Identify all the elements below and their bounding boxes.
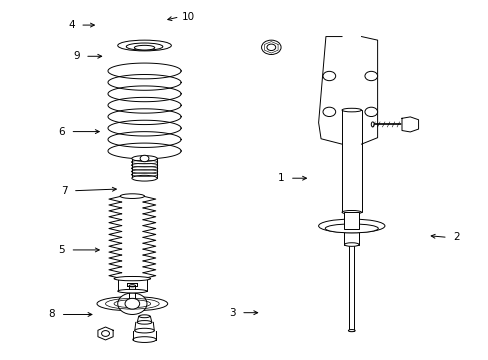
Bar	[344, 212, 358, 229]
Ellipse shape	[134, 45, 155, 50]
Ellipse shape	[114, 276, 150, 281]
Circle shape	[261, 40, 281, 54]
Ellipse shape	[129, 285, 135, 287]
Circle shape	[118, 293, 147, 315]
Circle shape	[266, 44, 275, 50]
Ellipse shape	[341, 108, 361, 112]
Bar	[341, 110, 361, 212]
Polygon shape	[98, 327, 113, 340]
Polygon shape	[401, 117, 418, 132]
Circle shape	[125, 298, 140, 309]
Ellipse shape	[118, 289, 147, 293]
Ellipse shape	[132, 156, 157, 161]
Circle shape	[364, 107, 377, 117]
Circle shape	[364, 71, 377, 81]
Ellipse shape	[126, 43, 163, 50]
Ellipse shape	[344, 243, 358, 246]
Circle shape	[323, 71, 335, 81]
Text: 2: 2	[452, 232, 459, 242]
Ellipse shape	[370, 122, 373, 127]
Ellipse shape	[347, 329, 354, 332]
Circle shape	[140, 155, 149, 162]
Ellipse shape	[118, 40, 171, 51]
Text: 3: 3	[228, 308, 235, 318]
Circle shape	[323, 107, 335, 117]
Ellipse shape	[344, 228, 358, 231]
Text: 1: 1	[277, 173, 284, 183]
Ellipse shape	[318, 219, 384, 233]
Ellipse shape	[139, 315, 150, 318]
Ellipse shape	[120, 194, 144, 198]
Bar	[348, 244, 353, 330]
Ellipse shape	[341, 211, 361, 214]
Ellipse shape	[137, 320, 152, 324]
Text: 5: 5	[58, 245, 65, 255]
Text: 7: 7	[61, 186, 67, 196]
Text: 4: 4	[68, 20, 75, 30]
Polygon shape	[361, 37, 377, 144]
Bar	[344, 229, 358, 244]
Ellipse shape	[325, 224, 378, 233]
Text: 10: 10	[182, 12, 195, 22]
Ellipse shape	[133, 337, 156, 342]
Ellipse shape	[135, 328, 154, 333]
Polygon shape	[318, 37, 341, 144]
Ellipse shape	[97, 297, 167, 311]
Ellipse shape	[132, 175, 157, 181]
Text: 8: 8	[48, 310, 55, 319]
Text: 9: 9	[73, 51, 80, 61]
Text: 6: 6	[58, 127, 65, 136]
